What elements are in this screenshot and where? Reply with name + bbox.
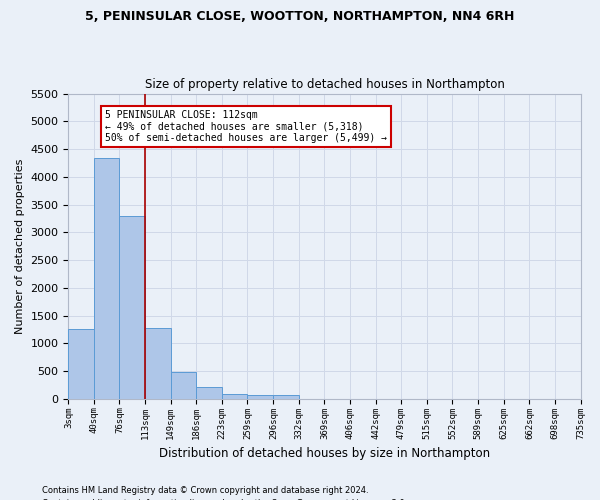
Y-axis label: Number of detached properties: Number of detached properties [15,158,25,334]
Text: 5, PENINSULAR CLOSE, WOOTTON, NORTHAMPTON, NN4 6RH: 5, PENINSULAR CLOSE, WOOTTON, NORTHAMPTO… [85,10,515,23]
Text: 5 PENINSULAR CLOSE: 112sqm
← 49% of detached houses are smaller (5,318)
50% of s: 5 PENINSULAR CLOSE: 112sqm ← 49% of deta… [105,110,387,144]
X-axis label: Distribution of detached houses by size in Northampton: Distribution of detached houses by size … [159,447,490,460]
Bar [247,395,274,399]
Bar [68,329,94,399]
Text: Contains HM Land Registry data © Crown copyright and database right 2024.: Contains HM Land Registry data © Crown c… [42,486,368,495]
Bar [119,216,145,399]
Bar [94,158,119,399]
Text: Contains public sector information licensed under the Open Government Licence v3: Contains public sector information licen… [42,498,407,500]
Bar [223,394,247,399]
Bar [145,328,170,399]
Bar [170,372,196,399]
Bar [196,387,223,399]
Title: Size of property relative to detached houses in Northampton: Size of property relative to detached ho… [145,78,505,91]
Bar [274,396,299,399]
